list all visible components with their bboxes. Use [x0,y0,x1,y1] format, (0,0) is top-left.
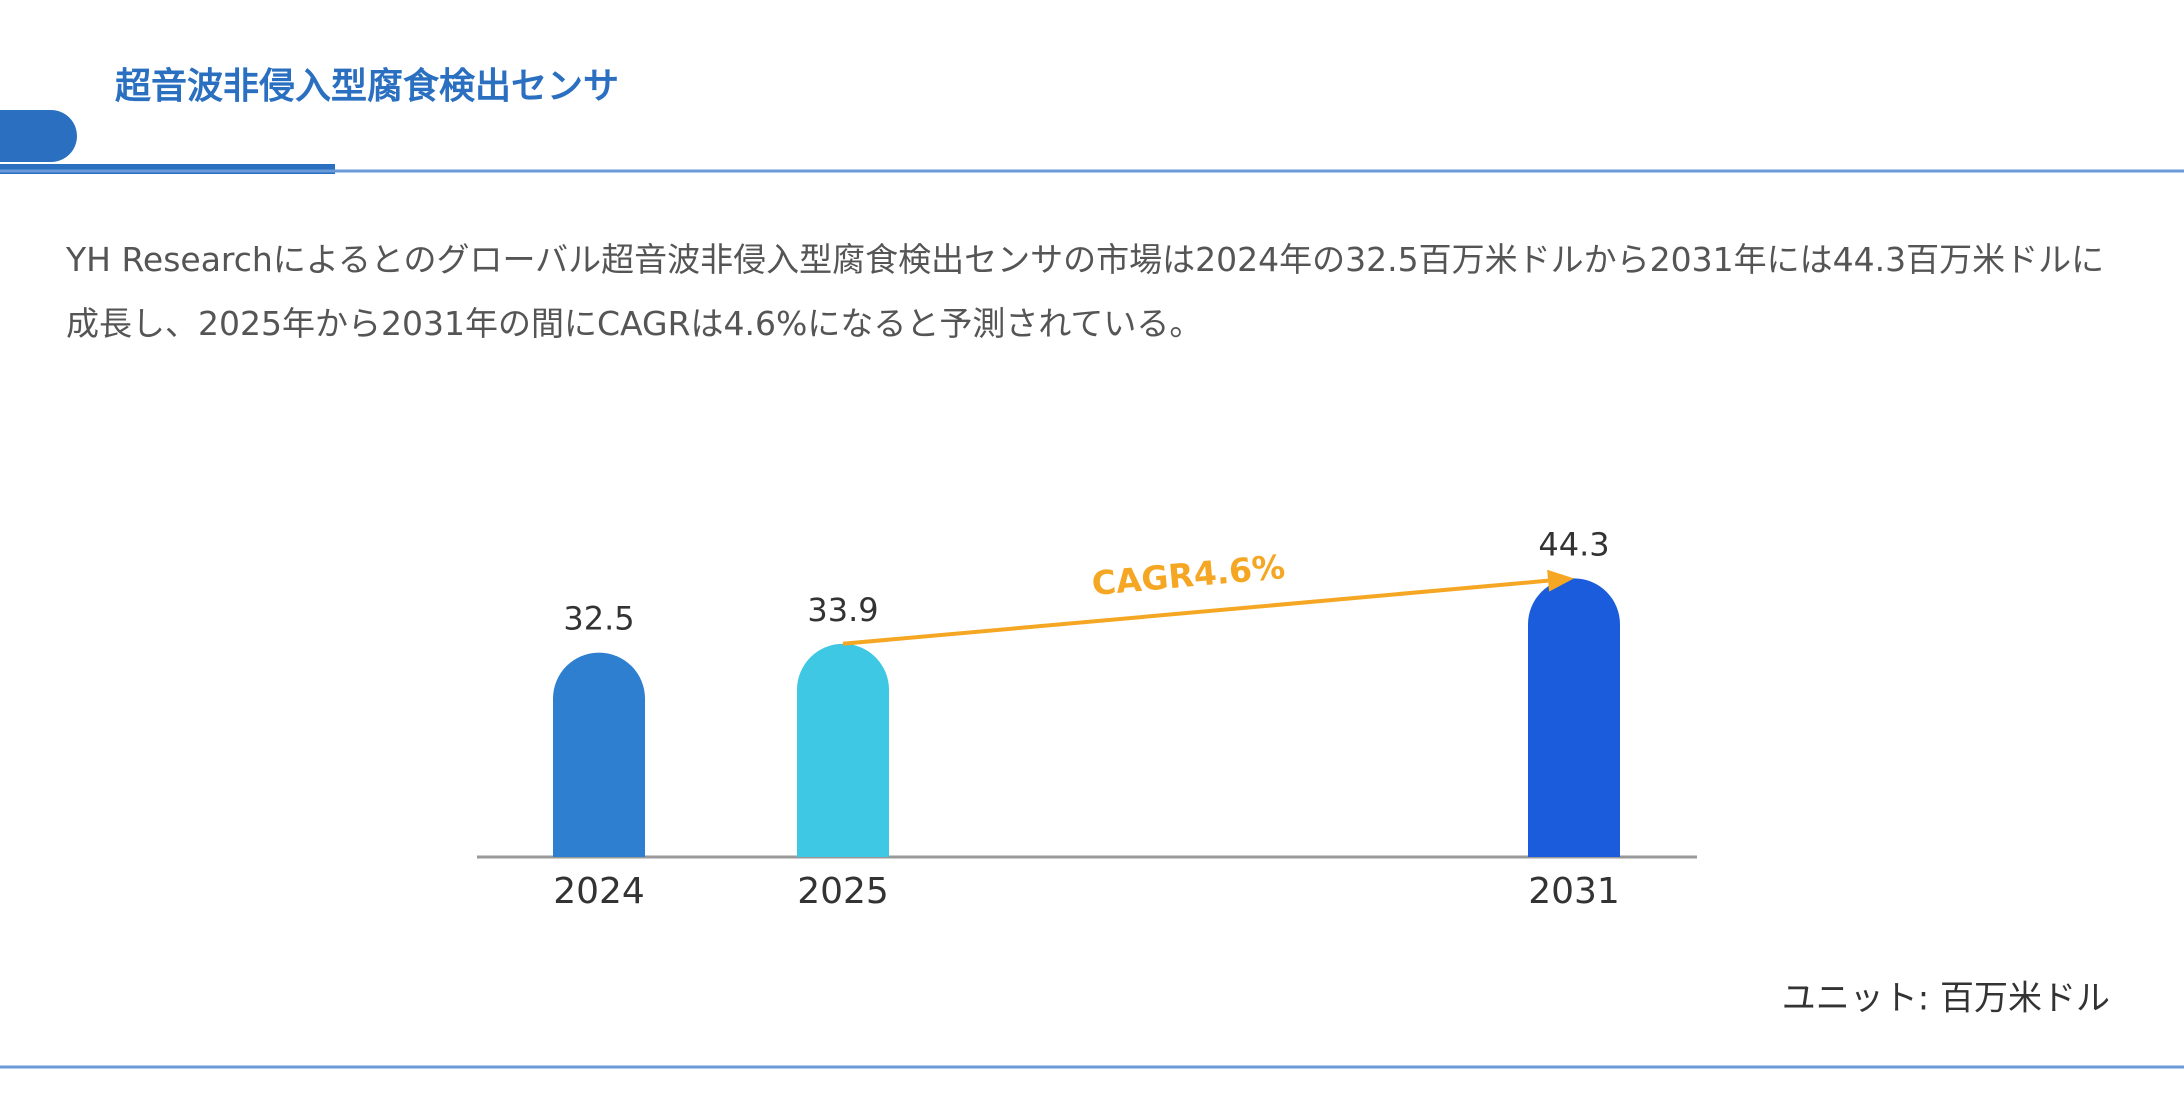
cagr-arrow [842,578,1549,646]
description: YH Researchによるとのグローバル超音波非侵入型腐食検出センサの市場は2… [66,240,2105,343]
section-title: 超音波非侵入型腐食検出センサ [115,66,619,107]
x-tick-label: 2025 [797,871,889,912]
bar [553,652,645,857]
value-label: 33.9 [807,591,878,629]
unit-label: ユニット: 百万米ドル [1782,979,2110,1019]
cagr-label: CAGR4.6% [1090,547,1286,603]
bar [1528,578,1620,857]
cagr-arrowhead [1547,569,1574,592]
title-underline [0,164,335,174]
x-tick-label: 2031 [1528,871,1620,912]
bar [797,643,890,857]
value-label: 44.3 [1538,525,1609,563]
value-label: 32.5 [563,600,634,638]
title-tab [0,110,77,162]
x-tick-label: 2024 [553,871,645,912]
